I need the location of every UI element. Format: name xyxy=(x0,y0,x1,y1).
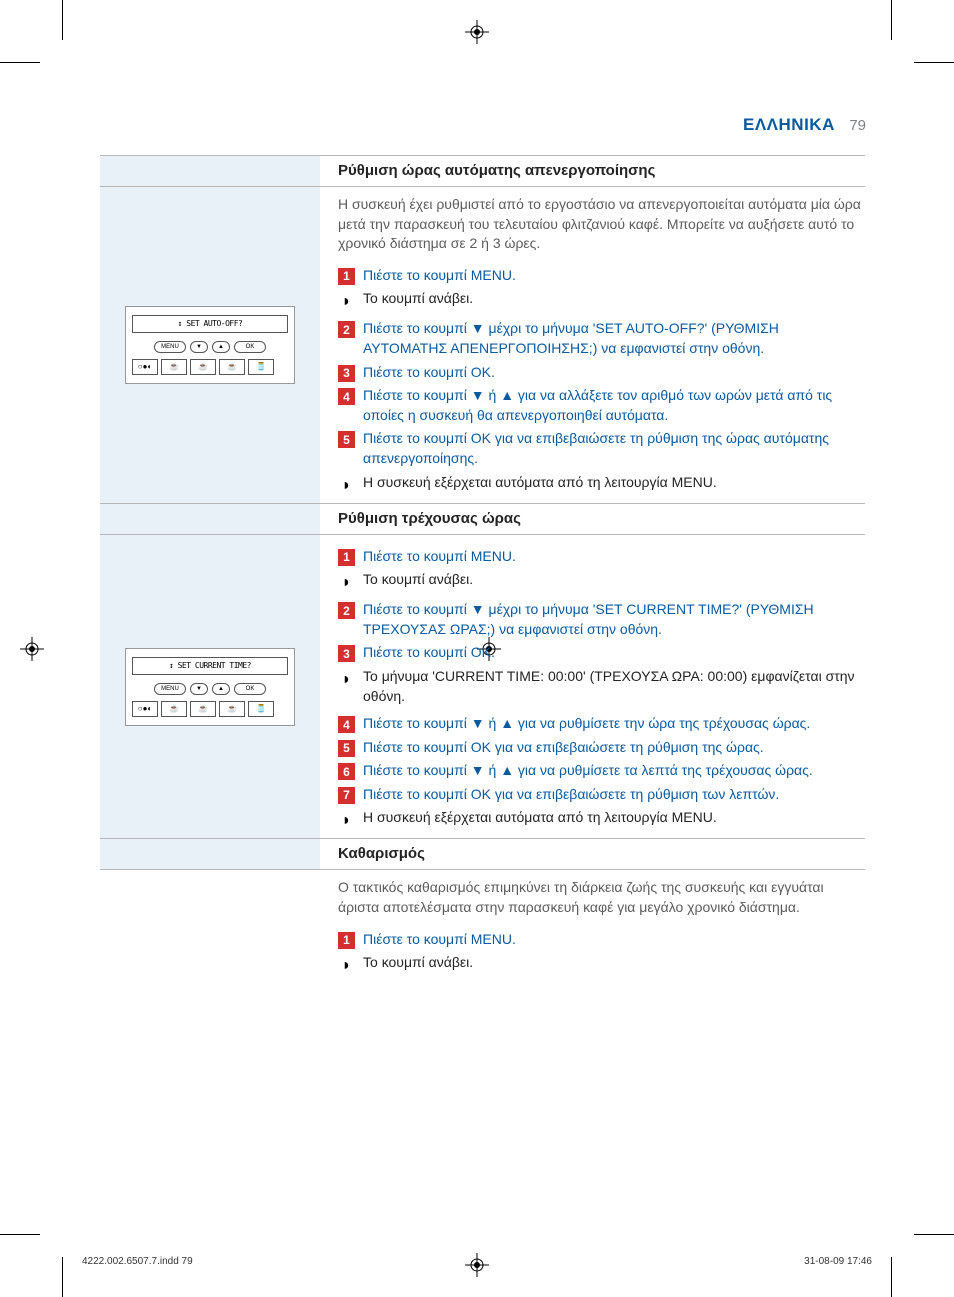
bullet-icon: ◗ xyxy=(338,574,355,592)
crop-mark xyxy=(891,1257,892,1297)
step-number: 6 xyxy=(338,763,355,780)
step-text: Πιέστε το κουμπί ▼ ή ▲ για να ρυθμίσετε … xyxy=(363,761,865,781)
step-text: Πιέστε το κουμπί OK για να επιβεβαιώσετε… xyxy=(363,738,865,758)
step-text: Πιέστε το κουμπί MENU. xyxy=(363,266,865,286)
bullet-icon: ◗ xyxy=(338,671,355,689)
bullet-icon: ◗ xyxy=(338,957,355,975)
page-number: 79 xyxy=(849,117,866,134)
step-text: Πιέστε το κουμπί OK για να επιβεβαιώσετε… xyxy=(363,429,865,468)
footer-date: 31-08-09 17:46 xyxy=(804,1256,872,1267)
registration-mark-icon xyxy=(20,637,44,661)
section-heading: Ρύθμιση τρέχουσας ώρας xyxy=(338,510,865,527)
menu-button-icon: MENU xyxy=(154,683,186,695)
section-heading-row: Ρύθμιση τρέχουσας ώρας xyxy=(100,503,865,535)
step-number: 2 xyxy=(338,321,355,338)
step-text: Πιέστε το κουμπί MENU. xyxy=(363,930,865,950)
step-text: Πιέστε το κουμπί ▼ ή ▲ για να αλλάξετε τ… xyxy=(363,386,865,425)
step-number: 1 xyxy=(338,268,355,285)
bullet-text: Το κουμπί ανάβει. xyxy=(363,289,865,309)
crop-mark xyxy=(0,62,40,63)
crop-mark xyxy=(62,0,63,40)
step-text: Πιέστε το κουμπί ▼ μέχρι το μήνυμα 'SET … xyxy=(363,319,865,358)
step-number: 4 xyxy=(338,716,355,733)
down-button-icon: ▼ xyxy=(190,683,208,695)
crop-mark xyxy=(914,1234,954,1235)
control-panel-illustration: ↕ SET CURRENT TIME? MENU ▼ ▲ OK ○●◐ ☕ ☕ … xyxy=(125,648,295,726)
bullet-text: Το κουμπί ανάβει. xyxy=(363,953,865,973)
cup-button-icon: ☕ xyxy=(190,701,216,717)
step-number: 1 xyxy=(338,932,355,949)
bullet-icon: ◗ xyxy=(338,477,355,495)
cup-button-icon: ☕ xyxy=(190,359,216,375)
language-label: ΕΛΛΗΝΙΚΑ xyxy=(743,115,835,134)
section-heading-row: Ρύθμιση ώρας αυτόματης απενεργοποίησης xyxy=(100,155,865,187)
cup-button-icon: ☕ xyxy=(161,359,187,375)
bullet-text: Το μήνυμα 'CURRENT TIME: 00:00' (ΤΡΕΧΟΥΣ… xyxy=(363,667,865,706)
up-button-icon: ▲ xyxy=(212,341,230,353)
lcd-display: ↕ SET CURRENT TIME? xyxy=(132,657,288,675)
step-number: 1 xyxy=(338,549,355,566)
control-panel-illustration: ↕ SET AUTO-OFF? MENU ▼ ▲ OK ○●◐ ☕ ☕ ☕ 🫙 xyxy=(125,306,295,384)
step-number: 3 xyxy=(338,365,355,382)
page-footer: 4222.002.6507.7.indd 79 31-08-09 17:46 xyxy=(82,1256,872,1267)
registration-mark-icon xyxy=(465,20,489,44)
bullet-icon: ◗ xyxy=(338,293,355,311)
section-heading: Ρύθμιση ώρας αυτόματης απενεργοποίησης xyxy=(338,162,865,179)
step-number: 4 xyxy=(338,388,355,405)
ok-button-icon: OK xyxy=(234,341,266,353)
jug-button-icon: 🫙 xyxy=(248,359,274,375)
step-number: 3 xyxy=(338,645,355,662)
step-number: 5 xyxy=(338,431,355,448)
footer-file: 4222.002.6507.7.indd 79 xyxy=(82,1256,193,1267)
bullet-text: Το κουμπί ανάβει. xyxy=(363,570,865,590)
cup-button-icon: ☕ xyxy=(219,359,245,375)
cup-button-icon: ☕ xyxy=(219,701,245,717)
menu-button-icon: MENU xyxy=(154,341,186,353)
step-text: Πιέστε το κουμπί OK. xyxy=(363,643,865,663)
ok-button-icon: OK xyxy=(234,683,266,695)
down-button-icon: ▼ xyxy=(190,341,208,353)
step-text: Πιέστε το κουμπί ▼ μέχρι το μήνυμα 'SET … xyxy=(363,600,865,639)
section-body: ↕ SET AUTO-OFF? MENU ▼ ▲ OK ○●◐ ☕ ☕ ☕ 🫙 … xyxy=(100,187,865,503)
crop-mark xyxy=(891,0,892,40)
step-number: 5 xyxy=(338,740,355,757)
strength-button-icon: ○●◐ xyxy=(132,359,158,375)
strength-button-icon: ○●◐ xyxy=(132,701,158,717)
section-body: ↕ SET CURRENT TIME? MENU ▼ ▲ OK ○●◐ ☕ ☕ … xyxy=(100,535,865,839)
section-heading: Καθαρισμός xyxy=(338,845,865,862)
lcd-display: ↕ SET AUTO-OFF? xyxy=(132,315,288,333)
bullet-text: Η συσκευή εξέρχεται αυτόματα από τη λειτ… xyxy=(363,473,865,493)
bullet-text: Η συσκευή εξέρχεται αυτόματα από τη λειτ… xyxy=(363,808,865,828)
crop-mark xyxy=(0,1234,40,1235)
step-number: 7 xyxy=(338,787,355,804)
crop-mark xyxy=(62,1257,63,1297)
cup-button-icon: ☕ xyxy=(161,701,187,717)
jug-button-icon: 🫙 xyxy=(248,701,274,717)
step-text: Πιέστε το κουμπί OK για να επιβεβαιώσετε… xyxy=(363,785,865,805)
up-button-icon: ▲ xyxy=(212,683,230,695)
page-header: ΕΛΛΗΝΙΚΑ 79 xyxy=(743,115,866,135)
content-area: Ρύθμιση ώρας αυτόματης απενεργοποίησης ↕… xyxy=(100,155,865,983)
step-number: 2 xyxy=(338,602,355,619)
section-body: Ο τακτικός καθαρισμός επιμηκύνει τη διάρ… xyxy=(100,870,865,983)
step-text: Πιέστε το κουμπί MENU. xyxy=(363,547,865,567)
step-text: Πιέστε το κουμπί OK. xyxy=(363,363,865,383)
section-heading-row: Καθαρισμός xyxy=(100,838,865,870)
intro-text: Η συσκευή έχει ρυθμιστεί από το εργοστάσ… xyxy=(338,187,865,262)
intro-text: Ο τακτικός καθαρισμός επιμηκύνει τη διάρ… xyxy=(338,870,865,925)
step-text: Πιέστε το κουμπί ▼ ή ▲ για να ρυθμίσετε … xyxy=(363,714,865,734)
crop-mark xyxy=(914,62,954,63)
bullet-icon: ◗ xyxy=(338,812,355,830)
